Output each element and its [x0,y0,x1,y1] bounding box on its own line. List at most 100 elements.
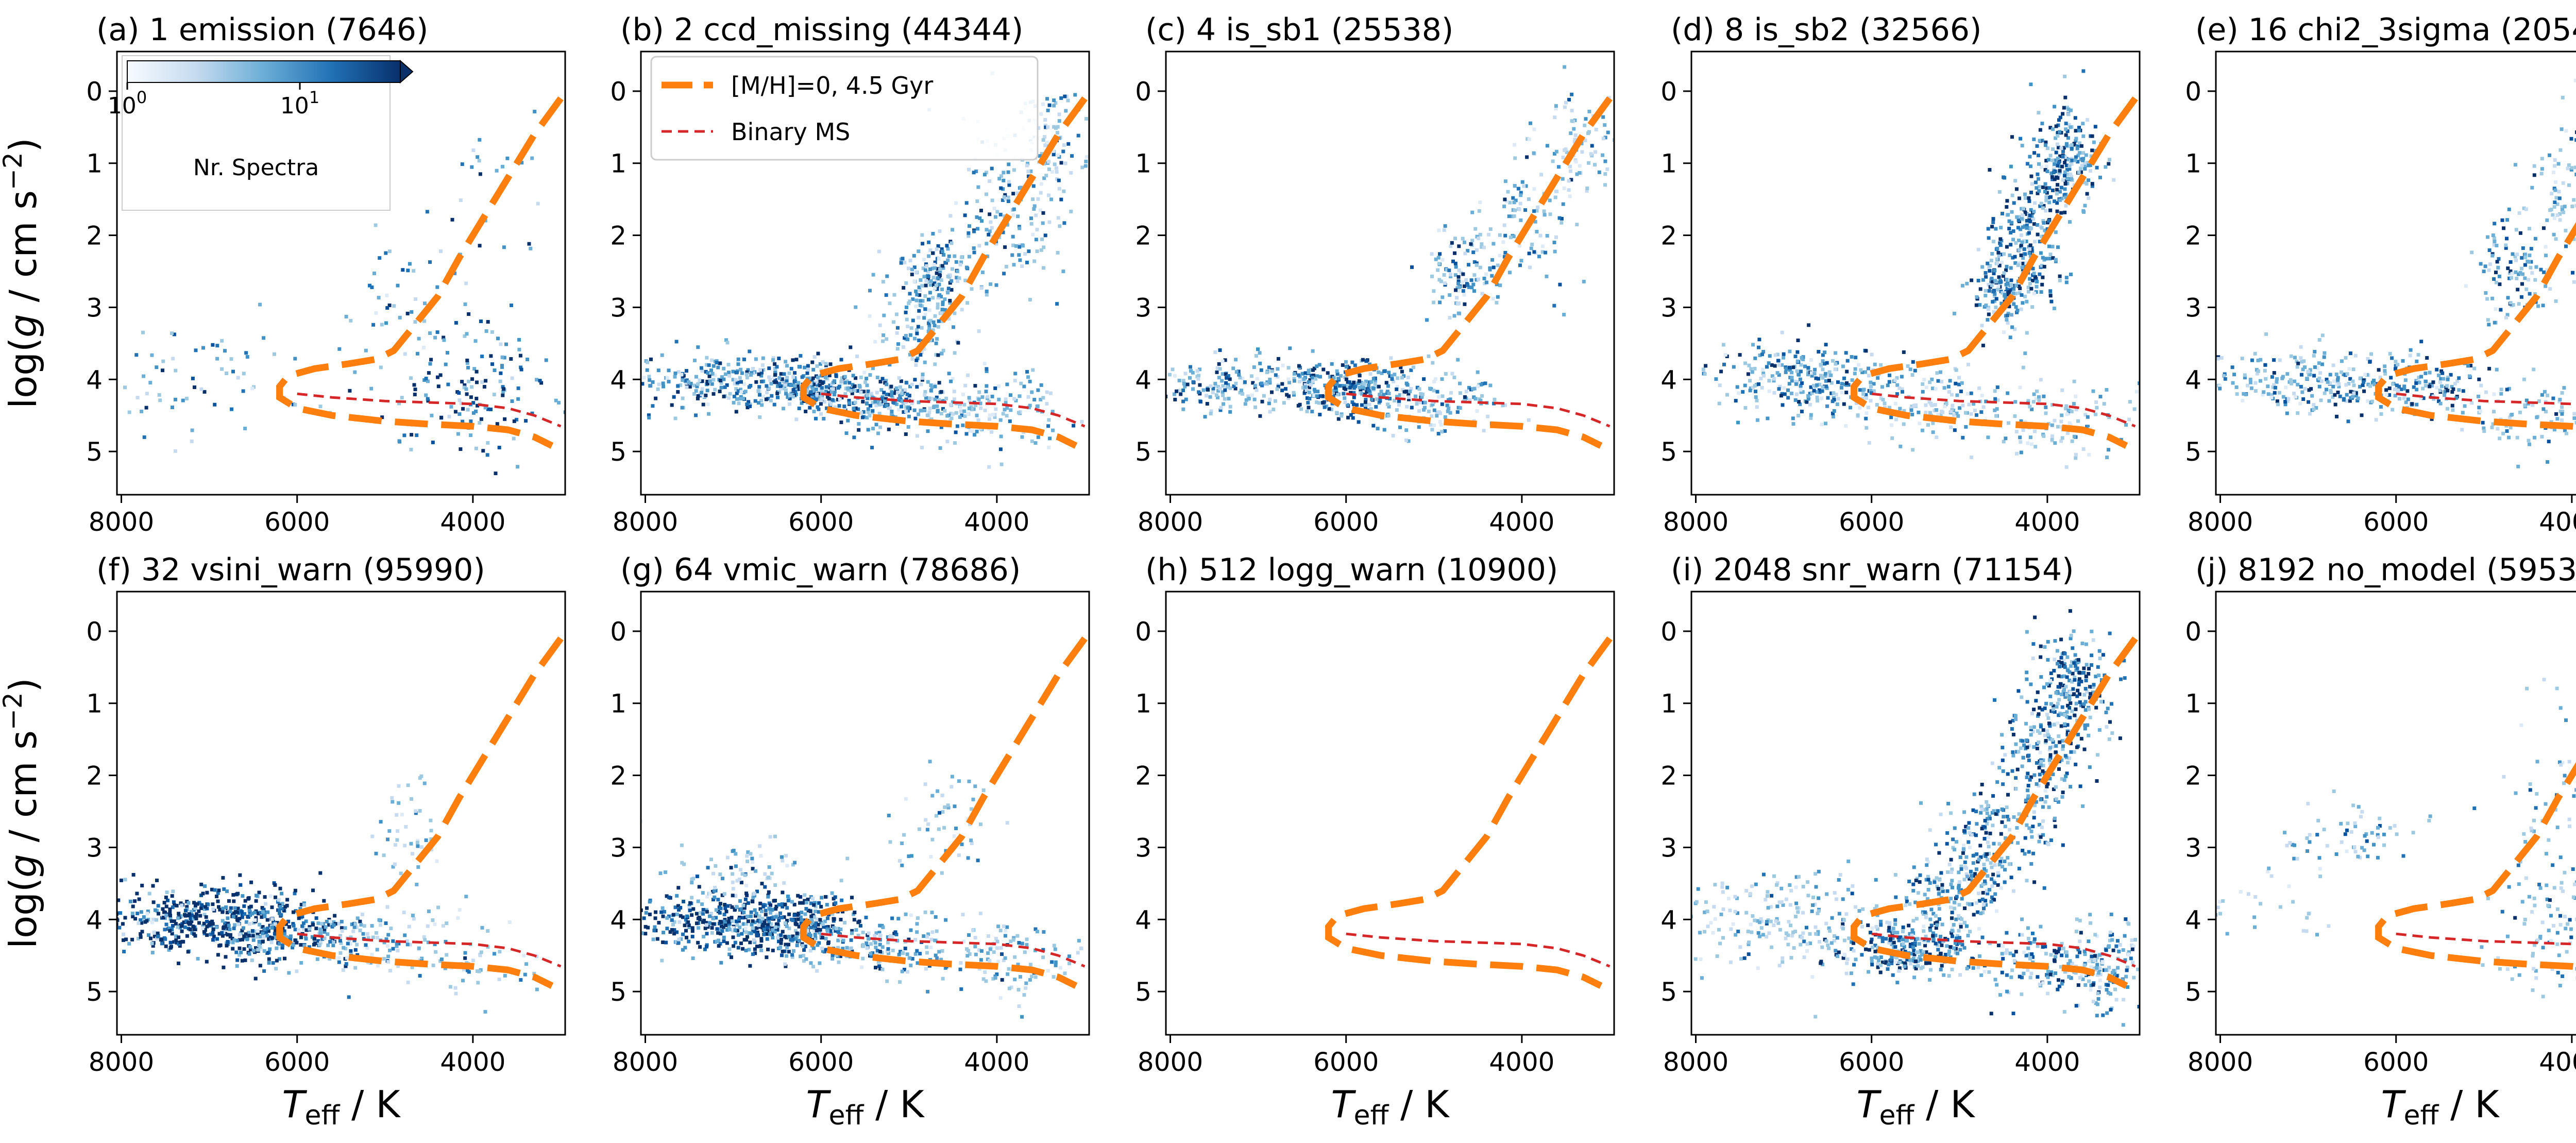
density-cell [140,409,144,413]
density-cell [1775,371,1780,375]
density-cell [2067,123,2071,127]
density-cell [1390,377,1394,381]
density-cell [2505,313,2510,317]
density-cell [1529,246,1533,250]
density-cell [945,440,950,444]
density-cell [1453,261,1458,265]
density-cell [1809,385,1813,389]
density-cell [1864,393,1868,397]
density-cell [1897,386,1902,390]
density-cell [1743,406,1748,410]
density-cell [466,365,470,369]
density-cell [903,388,907,392]
density-cell [2323,391,2327,395]
density-cell [1513,156,1517,160]
density-cell [2070,162,2074,166]
density-cell [2249,386,2253,390]
density-cell [2301,397,2306,401]
density-cell [974,404,978,407]
density-cell [380,415,384,419]
density-cell [685,385,689,389]
density-cell [1513,208,1517,212]
density-cell [888,363,892,367]
density-cell [2548,287,2552,291]
density-cell [486,320,490,324]
density-cell [1533,220,1537,224]
density-cell [776,384,780,388]
density-cell [2307,400,2311,404]
density-cell [516,465,520,469]
plot-area [1701,69,2140,469]
density-cell [933,324,937,328]
density-cell [1805,400,1809,404]
density-cell [923,312,927,316]
density-cell [780,377,784,381]
density-cell [2472,366,2477,371]
density-cell [174,368,178,373]
density-cell [517,347,521,351]
density-cell [935,337,939,341]
density-cell [2421,396,2426,400]
density-cell [172,332,176,337]
density-cell [130,937,134,942]
density-cell [2345,372,2349,376]
density-cell [2041,219,2045,223]
density-cell [1512,214,1516,218]
density-cell [1303,371,1308,375]
density-cell [2047,186,2052,190]
density-cell [2281,395,2285,399]
density-cell [800,375,804,379]
density-cell [1508,200,1512,205]
density-cell [1181,379,1185,383]
density-cell [2230,365,2234,369]
density-cell [972,250,976,255]
density-cell [2010,193,2014,197]
density-cell [2424,384,2428,388]
density-cell [2317,384,2321,389]
density-cell [868,414,872,418]
density-cell [457,412,462,416]
density-cell [1432,389,1436,393]
density-cell [1273,399,1277,403]
density-cell [1318,394,1323,398]
density-cell [142,915,146,919]
density-cell [2025,223,2029,227]
density-cell [247,934,251,938]
density-cell [2039,165,2043,169]
density-cell [134,353,139,357]
density-cell [1492,265,1496,270]
density-cell [439,416,443,420]
density-cell [1886,383,1890,388]
density-cell [1287,394,1291,398]
density-cell [940,351,944,356]
density-cell [748,405,752,408]
density-cell [2561,181,2565,185]
density-cell [1814,376,1818,380]
density-cell [977,397,981,401]
density-cell [859,390,863,394]
density-cell [1552,304,1556,308]
density-cell [1047,445,1051,449]
density-cell [1809,413,1813,417]
density-cell [293,357,297,361]
density-cell [478,138,482,142]
density-cell [924,283,928,288]
density-cell [2313,349,2317,354]
density-cell [948,301,952,305]
density-cell [2030,305,2035,309]
density-cell [2025,162,2029,166]
density-cell [1502,255,1506,259]
density-cell [757,372,761,376]
density-cell [988,179,992,183]
density-cell [1844,351,1848,355]
density-cell [815,397,819,401]
density-cell [2029,287,2033,291]
density-cell [172,900,176,904]
density-cell [927,410,931,414]
density-cell [2134,390,2139,394]
density-cell [2065,176,2069,180]
density-cell [773,371,777,375]
density-cell [1890,436,1894,440]
density-cell [1364,403,1368,407]
